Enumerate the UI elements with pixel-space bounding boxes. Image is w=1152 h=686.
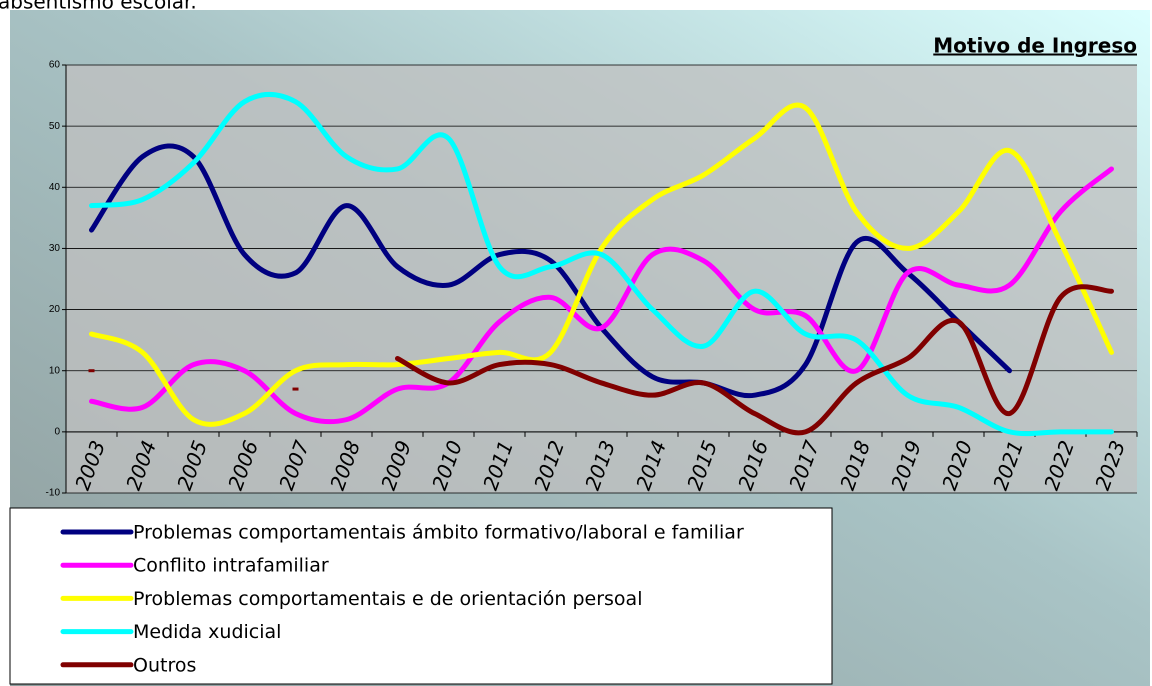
series-line	[89, 102, 1114, 427]
legend	[9, 507, 833, 685]
point-marker	[292, 387, 299, 391]
series-line	[89, 143, 1012, 399]
series-line	[395, 284, 1114, 436]
y-tick-label: 30	[49, 243, 61, 254]
legend-label: Outros	[133, 654, 196, 676]
y-tick-label: -10	[46, 488, 61, 499]
series-line	[89, 166, 1114, 425]
point-marker	[88, 369, 95, 373]
plot-area	[66, 65, 1137, 493]
y-tick-label: 10	[49, 365, 61, 376]
legend-label: Medida xudicial	[133, 621, 281, 643]
y-tick-label: 0	[54, 426, 60, 437]
y-tick-label: 60	[49, 60, 61, 71]
series-line	[89, 91, 1114, 437]
y-tick-label: 40	[49, 182, 61, 193]
y-tick-label: 20	[49, 304, 61, 315]
chart-title: Motivo de Ingreso	[933, 34, 1137, 58]
legend-label: Conflito intrafamiliar	[133, 555, 329, 577]
legend-label: Problemas comportamentais ámbito formati…	[133, 522, 744, 544]
y-tick-label: 50	[49, 121, 61, 132]
legend-label: Problemas comportamentais e de orientaci…	[133, 588, 642, 610]
